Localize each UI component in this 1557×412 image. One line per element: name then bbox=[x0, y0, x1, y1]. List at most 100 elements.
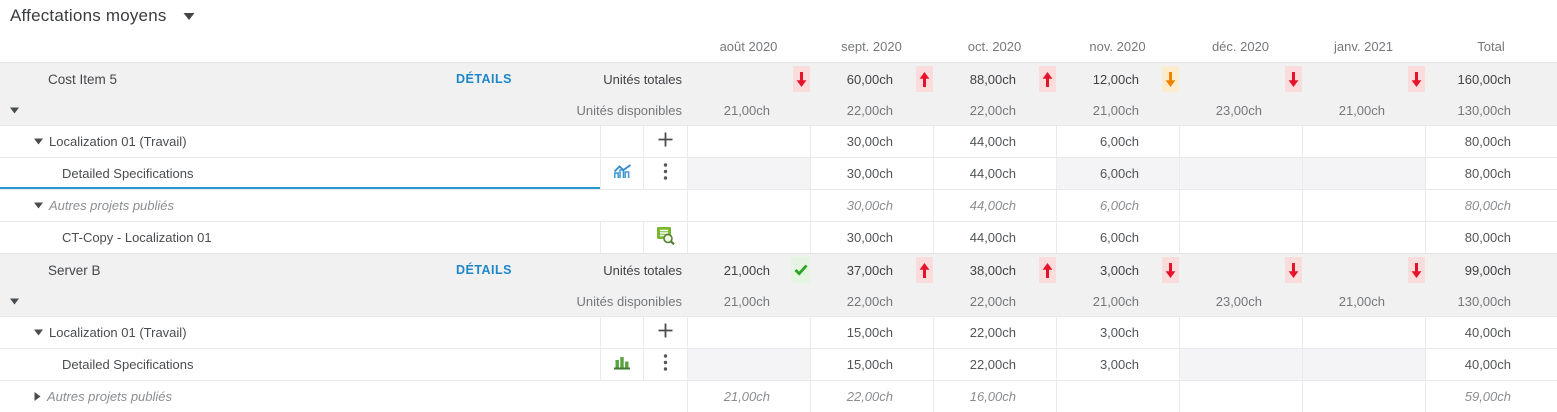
total-units-cell: 12,00ch bbox=[1056, 63, 1179, 95]
details-link[interactable]: DÉTAILS bbox=[455, 263, 512, 277]
allocation-total-cell: 80,00ch bbox=[1425, 222, 1557, 253]
collapse-resource-icon[interactable] bbox=[10, 298, 19, 305]
chart-action-cell[interactable] bbox=[600, 349, 643, 380]
allocation-cell[interactable]: 30,00ch bbox=[810, 158, 933, 189]
allocation-cell[interactable] bbox=[1302, 190, 1425, 221]
allocation-cell[interactable] bbox=[687, 190, 810, 221]
allocation-cell[interactable]: 22,00ch bbox=[933, 317, 1056, 348]
status-arrow-down-icon bbox=[1285, 66, 1302, 92]
allocation-cell[interactable] bbox=[687, 126, 810, 157]
allocation-cell[interactable]: 44,00ch bbox=[933, 190, 1056, 221]
allocation-cell[interactable]: 3,00ch bbox=[1056, 349, 1179, 380]
available-units-label: Unités disponibles bbox=[576, 102, 682, 118]
allocation-cell[interactable]: 22,00ch bbox=[810, 381, 933, 412]
allocation-cell[interactable] bbox=[1302, 381, 1425, 412]
allocation-cell[interactable]: 22,00ch bbox=[933, 349, 1056, 380]
row-menu-icon[interactable] bbox=[663, 162, 668, 186]
assignment-name-cell[interactable]: Detailed Specifications bbox=[0, 158, 600, 189]
allocation-cell[interactable]: 21,00ch bbox=[687, 381, 810, 412]
assignment-row: Detailed Specifications 15,00ch 22,00ch 3,0… bbox=[0, 348, 1557, 380]
assignment-name-cell[interactable]: Autres projets publiés bbox=[0, 381, 687, 412]
available-units-cell: 23,00ch bbox=[1215, 293, 1262, 309]
allocation-cell[interactable]: 30,00ch bbox=[810, 190, 933, 221]
assignment-name-cell[interactable]: Localization 01 (Travail) bbox=[0, 126, 600, 157]
view-title: Affectations moyens bbox=[10, 6, 167, 25]
allocation-cell[interactable]: 6,00ch bbox=[1056, 190, 1179, 221]
bar-chart-icon[interactable] bbox=[613, 355, 631, 375]
allocation-cell[interactable]: 3,00ch bbox=[1056, 317, 1179, 348]
allocation-cell[interactable] bbox=[687, 158, 810, 189]
allocation-total-cell: 80,00ch bbox=[1425, 158, 1557, 189]
total-units-cell bbox=[1302, 63, 1425, 95]
allocation-cell[interactable]: 44,00ch bbox=[933, 126, 1056, 157]
assignment-name-cell[interactable]: Localization 01 (Travail) bbox=[0, 317, 600, 348]
expander-icon[interactable] bbox=[34, 202, 43, 209]
allocation-cell[interactable] bbox=[687, 349, 810, 380]
allocation-cell[interactable] bbox=[687, 317, 810, 348]
allocation-cell[interactable] bbox=[1179, 349, 1302, 380]
allocation-cell[interactable]: 6,00ch bbox=[1056, 158, 1179, 189]
allocation-cell[interactable] bbox=[1302, 158, 1425, 189]
row-action-cell[interactable] bbox=[643, 349, 687, 380]
total-units-total-cell: 99,00ch bbox=[1464, 262, 1511, 278]
available-units-cell: 22,00ch bbox=[846, 293, 893, 309]
histogram-chart-icon[interactable] bbox=[613, 163, 632, 184]
status-arrow-down-icon bbox=[793, 66, 810, 92]
allocation-cell[interactable] bbox=[1179, 222, 1302, 253]
available-units-cell: 23,00ch bbox=[1215, 102, 1262, 118]
assignment-name: Localization 01 (Travail) bbox=[49, 134, 187, 149]
total-units-cell: 38,00ch bbox=[933, 254, 1056, 286]
allocation-cell[interactable]: 15,00ch bbox=[810, 317, 933, 348]
view-toolbar: Affectations moyens bbox=[0, 2, 1557, 30]
allocation-total-cell: 59,00ch bbox=[1425, 381, 1557, 412]
chart-action-cell bbox=[600, 222, 643, 253]
allocation-cell[interactable]: 44,00ch bbox=[933, 158, 1056, 189]
assignment-row: CT-Copy - Localization 01 30,00ch 44,00ch 6… bbox=[0, 221, 1557, 253]
allocation-cell[interactable]: 30,00ch bbox=[810, 222, 933, 253]
published-project-icon[interactable] bbox=[655, 226, 676, 250]
row-action-cell[interactable] bbox=[643, 126, 687, 157]
allocation-cell[interactable]: 15,00ch bbox=[810, 349, 933, 380]
allocation-cell[interactable] bbox=[687, 222, 810, 253]
expander-icon[interactable] bbox=[34, 392, 41, 401]
chart-action-cell[interactable] bbox=[600, 158, 643, 189]
collapse-resource-icon[interactable] bbox=[10, 107, 19, 114]
allocation-cell[interactable]: 6,00ch bbox=[1056, 222, 1179, 253]
allocation-cell[interactable] bbox=[1179, 317, 1302, 348]
status-arrow-up-icon bbox=[916, 66, 933, 92]
available-units-total-cell: 130,00ch bbox=[1457, 102, 1512, 118]
assignment-name-cell[interactable]: Detailed Specifications bbox=[0, 349, 600, 380]
allocation-cell[interactable]: 6,00ch bbox=[1056, 126, 1179, 157]
assignment-name-cell[interactable]: CT-Copy - Localization 01 bbox=[0, 222, 600, 253]
assignment-name-cell[interactable]: Autres projets publiés bbox=[0, 190, 687, 221]
allocation-cell[interactable]: 16,00ch bbox=[933, 381, 1056, 412]
total-units-cell: 60,00ch bbox=[810, 63, 933, 95]
allocation-cell[interactable]: 44,00ch bbox=[933, 222, 1056, 253]
allocation-cell[interactable] bbox=[1302, 317, 1425, 348]
allocation-cell[interactable] bbox=[1179, 190, 1302, 221]
add-icon[interactable] bbox=[657, 322, 674, 344]
row-menu-icon[interactable] bbox=[663, 353, 668, 377]
assignment-name: Detailed Specifications bbox=[62, 357, 194, 372]
row-action-cell[interactable] bbox=[643, 158, 687, 189]
assignment-row: Localization 01 (Travail) 30,00ch 44,00ch 6… bbox=[0, 125, 1557, 157]
allocation-cell[interactable] bbox=[1302, 126, 1425, 157]
allocation-cell[interactable] bbox=[1302, 349, 1425, 380]
row-action-cell[interactable] bbox=[643, 222, 687, 253]
row-action-cell[interactable] bbox=[643, 317, 687, 348]
column-header-month: déc. 2020 bbox=[1211, 38, 1270, 54]
expander-icon[interactable] bbox=[34, 138, 43, 145]
allocation-cell[interactable]: 30,00ch bbox=[810, 126, 933, 157]
allocation-cell[interactable] bbox=[1056, 381, 1179, 412]
allocation-cell[interactable] bbox=[1179, 158, 1302, 189]
total-units-cell: 21,00ch bbox=[687, 254, 810, 286]
allocation-table: août 2020 sept. 2020 oct. 2020 nov. 2020 déc… bbox=[0, 30, 1557, 412]
details-link[interactable]: DÉTAILS bbox=[455, 72, 512, 86]
allocation-cell[interactable] bbox=[1179, 381, 1302, 412]
add-icon[interactable] bbox=[657, 131, 674, 153]
expander-icon[interactable] bbox=[34, 329, 43, 336]
allocation-cell[interactable] bbox=[1302, 222, 1425, 253]
allocation-cell[interactable] bbox=[1179, 126, 1302, 157]
view-dropdown-icon[interactable] bbox=[183, 12, 195, 21]
column-header-month: nov. 2020 bbox=[1089, 38, 1146, 54]
